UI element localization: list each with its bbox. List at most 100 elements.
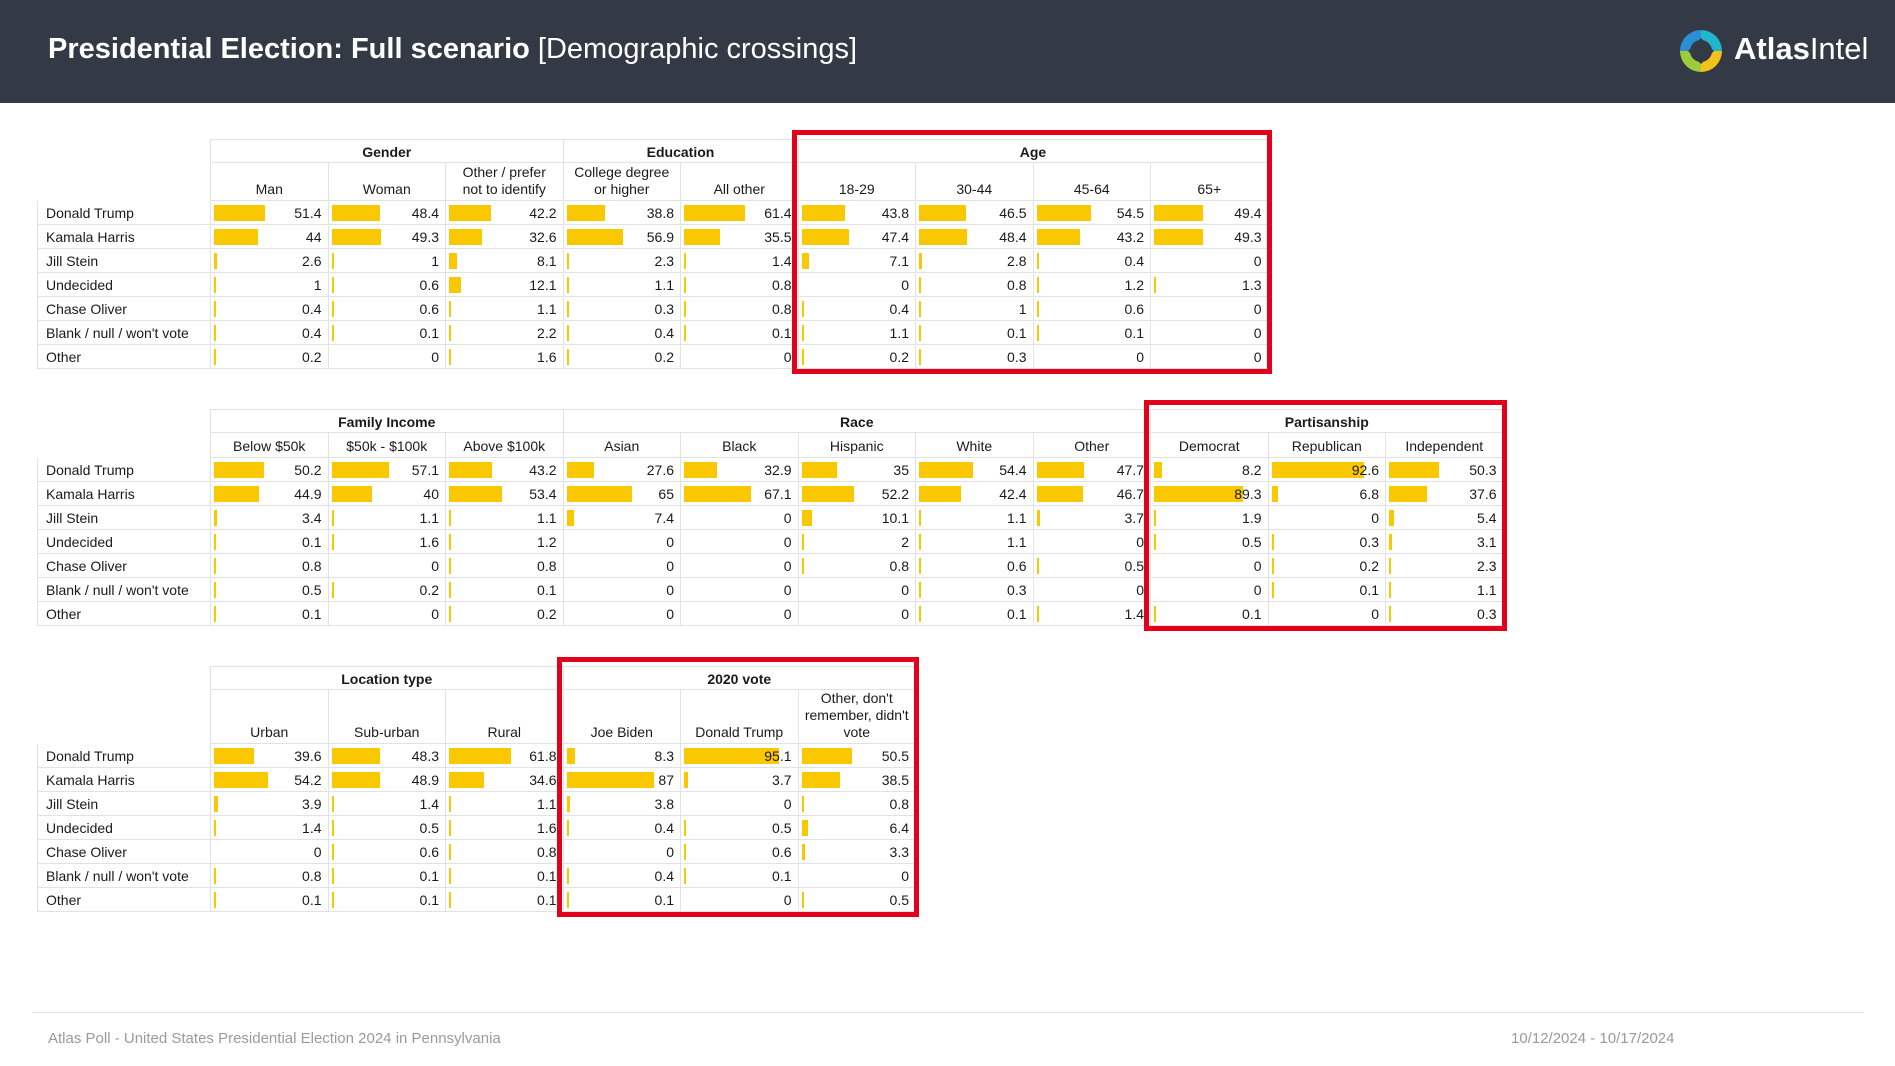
data-cell: 1 xyxy=(210,273,328,297)
column-header: Democrat xyxy=(1150,433,1268,458)
data-cell: 27.6 xyxy=(562,458,680,482)
value-bar xyxy=(1154,462,1163,478)
value-label: 1.1 xyxy=(1007,534,1027,550)
data-cell: 0.1 xyxy=(445,888,563,912)
data-cell: 61.4 xyxy=(680,201,798,225)
data-cell: 0.8 xyxy=(680,297,798,321)
data-cell: 0 xyxy=(562,530,680,554)
data-cell: 1.1 xyxy=(445,506,563,530)
value-label: 51.4 xyxy=(294,205,322,221)
value-bar xyxy=(1271,558,1274,574)
value-label: 0.1 xyxy=(772,325,792,341)
value-label: 10.1 xyxy=(881,510,909,526)
column-header: Other xyxy=(1032,433,1150,458)
column-header-label: Other / prefer not to identify xyxy=(462,164,546,197)
value-label: 95.1 xyxy=(764,748,792,764)
value-label: 0 xyxy=(1253,301,1262,317)
value-label: 0 xyxy=(666,534,674,550)
value-bar xyxy=(919,462,974,478)
data-cell: 0 xyxy=(797,602,915,626)
column-header: Woman xyxy=(327,163,445,201)
data-cell: 0 xyxy=(680,506,798,530)
value-bar xyxy=(684,462,717,478)
value-bar xyxy=(684,205,746,221)
column-header-label: Hispanic xyxy=(829,438,884,454)
value-bar xyxy=(566,820,569,836)
value-label: 1.4 xyxy=(1124,606,1144,622)
data-cell: 0.1 xyxy=(562,888,680,912)
value-bar xyxy=(1154,510,1156,526)
data-cell: 49.3 xyxy=(1150,225,1268,249)
row-label: Kamala Harris xyxy=(37,482,210,506)
row-label: Donald Trump xyxy=(37,744,210,768)
value-label: 1.6 xyxy=(537,349,557,365)
value-label: 0 xyxy=(1253,253,1262,269)
value-bar xyxy=(801,325,804,341)
value-label: 0.8 xyxy=(772,301,792,317)
data-cell: 0 xyxy=(797,273,915,297)
value-label: 0 xyxy=(901,868,909,884)
data-cell: 38.8 xyxy=(562,201,680,225)
value-bar xyxy=(566,772,654,788)
value-label: 0.2 xyxy=(889,349,909,365)
value-label: 0.4 xyxy=(654,820,674,836)
data-cell: 0 xyxy=(1150,249,1268,273)
value-label: 0.1 xyxy=(772,868,792,884)
value-bar xyxy=(684,772,688,788)
value-bar xyxy=(449,229,482,245)
data-cell: 0.4 xyxy=(562,816,680,840)
value-label: 47.4 xyxy=(881,229,909,245)
value-bar xyxy=(566,462,595,478)
value-bar xyxy=(801,510,812,526)
value-bar xyxy=(919,606,921,622)
value-bar xyxy=(214,558,216,574)
row-label: Kamala Harris xyxy=(37,225,210,249)
value-bar xyxy=(566,349,569,365)
value-bar xyxy=(1389,510,1395,526)
value-bar xyxy=(449,486,503,502)
column-header: Donald Trump xyxy=(680,690,798,744)
value-label: 65 xyxy=(658,486,674,502)
column-header-label: $50k - $100k xyxy=(346,438,428,454)
data-cell: 0.1 xyxy=(445,578,563,602)
value-bar xyxy=(566,277,569,293)
value-label: 48.4 xyxy=(999,229,1027,245)
value-label: 0.1 xyxy=(302,534,322,550)
value-bar xyxy=(214,582,216,598)
data-cell: 0.1 xyxy=(445,864,563,888)
value-bar xyxy=(1389,606,1391,622)
brand-bold: Atlas xyxy=(1734,31,1810,66)
highlight-box xyxy=(1144,400,1507,631)
value-bar xyxy=(684,486,752,502)
data-cell: 48.9 xyxy=(327,768,445,792)
value-bar xyxy=(331,868,334,884)
value-bar xyxy=(449,820,451,836)
value-label: 0.1 xyxy=(1242,606,1262,622)
value-bar xyxy=(919,277,921,293)
data-cell: 44.9 xyxy=(210,482,328,506)
value-label: 8.3 xyxy=(654,748,674,764)
value-bar xyxy=(331,844,334,860)
value-label: 7.1 xyxy=(889,253,909,269)
column-header-label: Woman xyxy=(362,181,411,197)
value-bar xyxy=(1154,229,1204,245)
value-bar xyxy=(449,462,493,478)
data-cell: 0.5 xyxy=(1150,530,1268,554)
column-header-label: Other, don't remember, didn't vote xyxy=(804,690,909,740)
row-label: Other xyxy=(37,888,210,912)
data-cell: 0.1 xyxy=(915,321,1033,345)
value-label: 0.2 xyxy=(654,349,674,365)
value-label: 1.1 xyxy=(1007,510,1027,526)
data-cell: 0.8 xyxy=(797,554,915,578)
value-bar xyxy=(801,301,804,317)
data-cell: 3.7 xyxy=(680,768,798,792)
value-label: 0.6 xyxy=(419,301,439,317)
value-bar xyxy=(566,868,569,884)
row-label: Jill Stein xyxy=(37,249,210,273)
value-label: 0.8 xyxy=(889,558,909,574)
value-label: 0.3 xyxy=(654,301,674,317)
value-label: 53.4 xyxy=(529,486,557,502)
value-label: 32.9 xyxy=(764,462,792,478)
group-header: Race xyxy=(562,409,1150,433)
data-cell: 32.6 xyxy=(445,225,563,249)
